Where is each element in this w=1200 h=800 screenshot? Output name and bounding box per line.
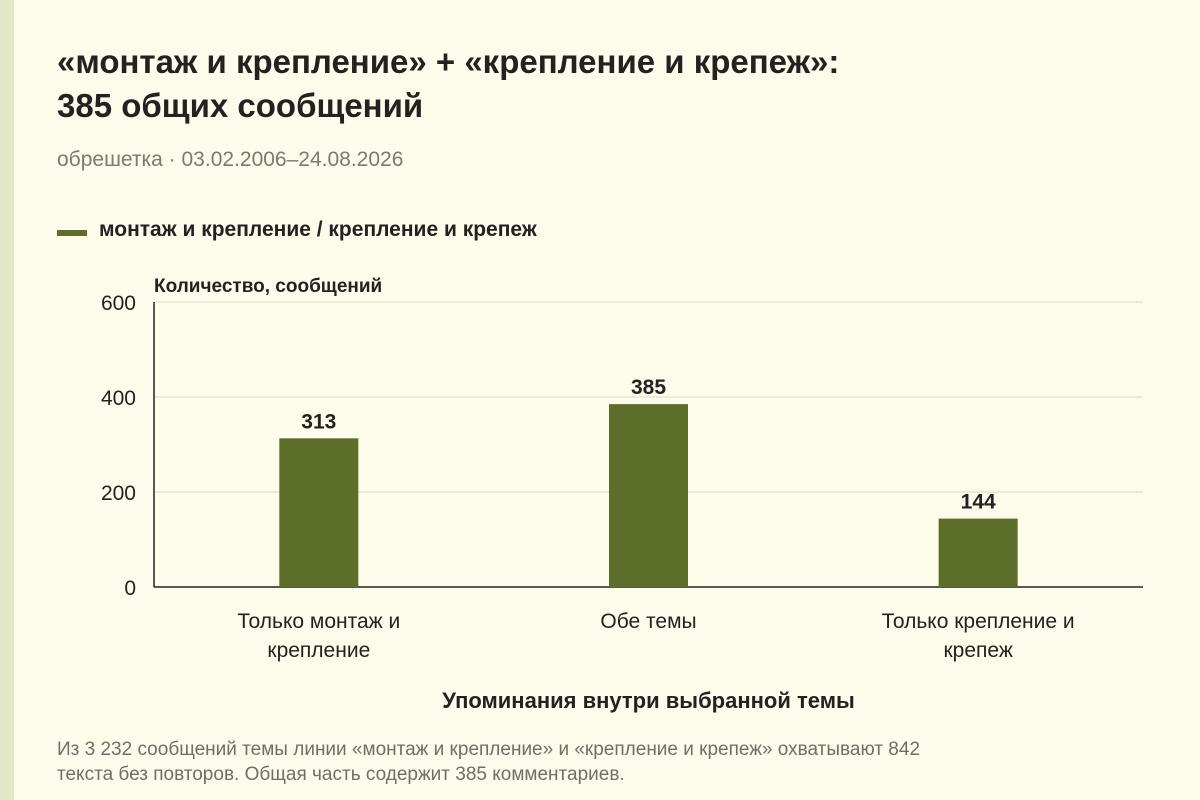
x-tick-label: Только крепление и xyxy=(882,610,1075,633)
legend: монтаж и крепление / крепление и крепеж xyxy=(57,218,537,242)
bar xyxy=(609,404,688,587)
bar-value-label: 385 xyxy=(631,376,666,399)
bar-value-label: 313 xyxy=(301,410,336,433)
subtitle: обрешетка · 03.02.2006–24.08.2026 xyxy=(57,148,404,171)
accent-strip xyxy=(0,0,14,800)
y-tick-label: 400 xyxy=(101,387,136,410)
bar-value-label: 144 xyxy=(961,491,996,514)
page-title: «монтаж и крепление» + «крепление и креп… xyxy=(57,40,1157,128)
legend-label: монтаж и крепление / крепление и крепеж xyxy=(99,218,537,241)
bar xyxy=(279,438,359,587)
legend-swatch xyxy=(57,230,87,236)
footnote: Из 3 232 сообщений темы линии «монтаж и … xyxy=(57,737,1157,787)
x-tick-label: крепление xyxy=(267,639,370,662)
title-line-2: 385 общих сообщений xyxy=(57,87,424,124)
x-axis-title: Упоминания внутри выбранной темы xyxy=(442,688,855,713)
x-tick-label: Только монтаж и xyxy=(237,610,400,633)
y-tick-label: 600 xyxy=(101,292,136,315)
y-axis-title: Количество, сообщений xyxy=(154,276,382,297)
y-tick-label: 0 xyxy=(124,577,136,600)
bar xyxy=(938,518,1018,587)
y-tick-label: 200 xyxy=(101,482,136,505)
footnote-line-2: текста без повторов. Общая часть содержи… xyxy=(57,764,625,785)
title-line-1: «монтаж и крепление» + «крепление и креп… xyxy=(57,43,840,80)
x-tick-label: Обе темы xyxy=(600,610,696,633)
footnote-line-1: Из 3 232 сообщений темы линии «монтаж и … xyxy=(57,739,921,760)
x-tick-label: крепеж xyxy=(943,639,1012,662)
